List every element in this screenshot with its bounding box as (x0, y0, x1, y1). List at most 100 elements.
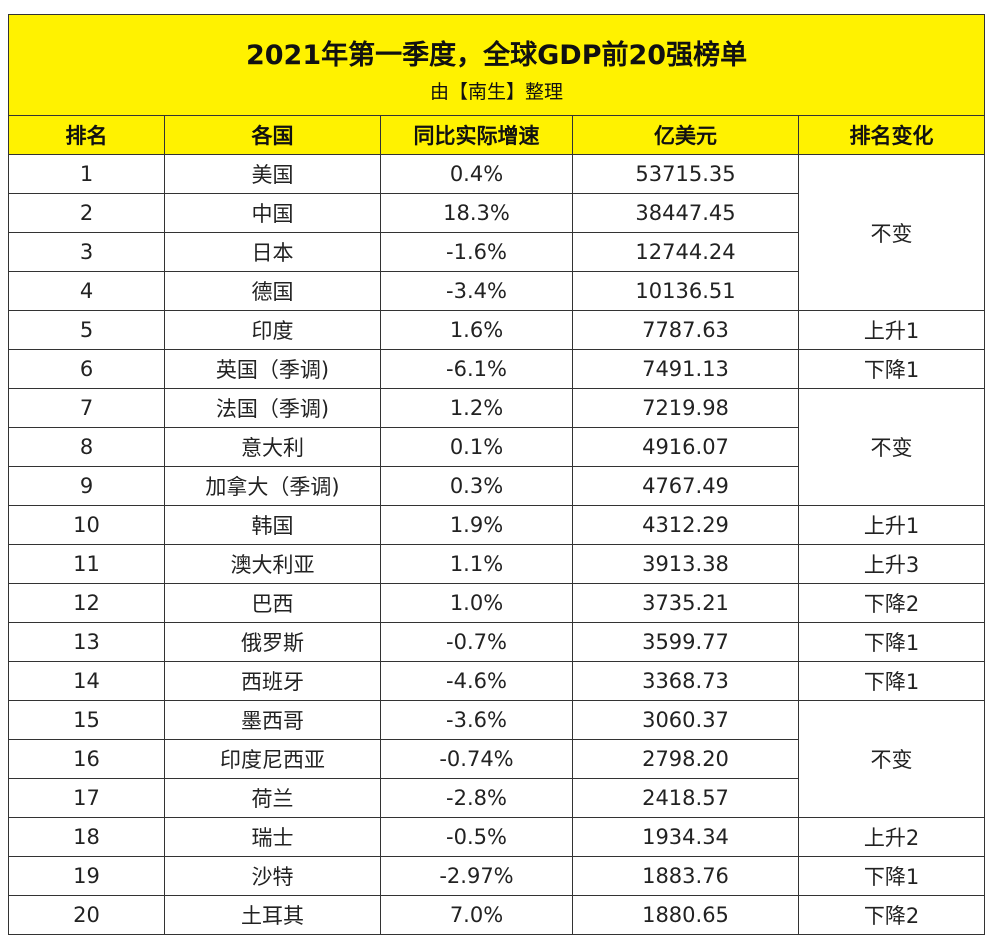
gdp-cell: 3060.37 (572, 700, 799, 740)
country-cell: 英国（季调) (164, 349, 381, 389)
rank-change-cell: 上升1 (797, 505, 986, 545)
country-cell: 德国 (164, 271, 381, 311)
table-row: 8 意大利 0.1% 4916.07 (8, 427, 985, 467)
rank-change-cell: 上升2 (797, 817, 986, 857)
growth-cell: -3.6% (380, 700, 573, 740)
growth-cell: 1.0% (380, 583, 573, 623)
header-gdp: 亿美元 (572, 115, 799, 155)
rank-change-cell: 下降2 (797, 583, 986, 623)
growth-cell: -2.8% (380, 778, 573, 818)
rank-cell: 8 (8, 427, 165, 467)
rank-change-cell: 不变 (797, 154, 986, 311)
table-row: 15 墨西哥 -3.6% 3060.37 不变 (8, 700, 986, 818)
gdp-cell: 4767.49 (572, 466, 799, 506)
rank-cell: 4 (8, 271, 165, 311)
table-title-cell: 2021年第一季度，全球GDP前20强榜单 由【南生】整理 (7, 14, 986, 116)
gdp-cell: 10136.51 (572, 271, 799, 311)
gdp-cell: 3913.38 (572, 544, 799, 584)
growth-cell: 18.3% (380, 193, 573, 233)
rank-cell: 16 (8, 739, 165, 779)
gdp-cell: 53715.35 (572, 154, 799, 194)
table-row: 10 韩国 1.9% 4312.29 上升1 (8, 505, 986, 545)
growth-cell: -0.74% (380, 739, 573, 779)
rank-cell: 17 (8, 778, 165, 818)
rank-cell: 7 (8, 388, 165, 428)
country-cell: 澳大利亚 (164, 544, 381, 584)
country-cell: 俄罗斯 (164, 622, 381, 662)
gdp-cell: 2418.57 (572, 778, 799, 818)
growth-cell: -1.6% (380, 232, 573, 272)
gdp-cell: 4916.07 (572, 427, 799, 467)
country-cell: 法国（季调) (164, 388, 381, 428)
rank-cell: 9 (8, 466, 165, 506)
country-cell: 巴西 (164, 583, 381, 623)
rank-cell: 11 (8, 544, 165, 584)
growth-cell: -0.7% (380, 622, 573, 662)
rank-cell: 18 (8, 817, 165, 857)
table-row: 6 英国（季调) -6.1% 7491.13 下降1 (8, 349, 986, 389)
rank-cell: 6 (8, 349, 165, 389)
growth-cell: -3.4% (380, 271, 573, 311)
gdp-cell: 7787.63 (572, 310, 799, 350)
gdp-cell: 4312.29 (572, 505, 799, 545)
rank-change-cell: 下降1 (797, 622, 986, 662)
growth-cell: 0.3% (380, 466, 573, 506)
growth-cell: 7.0% (380, 895, 573, 935)
gdp-cell: 7219.98 (572, 388, 799, 428)
rank-cell: 19 (8, 856, 165, 896)
table-row: 19 沙特 -2.97% 1883.76 下降1 (8, 856, 986, 896)
rank-change-cell: 不变 (797, 700, 986, 818)
growth-cell: 0.1% (380, 427, 573, 467)
country-cell: 墨西哥 (164, 700, 381, 740)
table-row: 2 中国 18.3% 38447.45 (8, 193, 985, 233)
table-body: 1 美国 0.4% 53715.35 不变 2 中国 18.3% 38447.45 3 日本 -1.6… (8, 154, 986, 935)
table-row: 7 法国（季调) 1.2% 7219.98 不变 (8, 388, 986, 506)
table-subtitle: 由【南生】整理 (430, 81, 564, 103)
rank-cell: 5 (8, 310, 165, 350)
table-row: 11 澳大利亚 1.1% 3913.38 上升3 (8, 544, 986, 584)
header-country: 各国 (164, 115, 381, 155)
table-title: 2021年第一季度，全球GDP前20强榜单 (245, 40, 748, 71)
gdp-ranking-table: 2021年第一季度，全球GDP前20强榜单 由【南生】整理 排名 各国 同比实际… (7, 14, 986, 935)
gdp-cell: 3368.73 (572, 661, 799, 701)
country-cell: 美国 (164, 154, 381, 194)
growth-cell: -0.5% (380, 817, 573, 857)
gdp-cell: 7491.13 (572, 349, 799, 389)
table-row: 18 瑞士 -0.5% 1934.34 上升2 (8, 817, 986, 857)
country-cell: 日本 (164, 232, 381, 272)
gdp-ranking-table-container: 2021年第一季度，全球GDP前20强榜单 由【南生】整理 排名 各国 同比实际… (7, 14, 986, 935)
table-row: 14 西班牙 -4.6% 3368.73 下降1 (8, 661, 986, 701)
rank-change-cell: 下降1 (797, 661, 986, 701)
header-rank-change: 排名变化 (797, 115, 986, 155)
table-row: 13 俄罗斯 -0.7% 3599.77 下降1 (8, 622, 986, 662)
country-cell: 西班牙 (164, 661, 381, 701)
growth-cell: -4.6% (380, 661, 573, 701)
country-cell: 中国 (164, 193, 381, 233)
growth-cell: 1.2% (380, 388, 573, 428)
rank-cell: 14 (8, 661, 165, 701)
country-cell: 荷兰 (164, 778, 381, 818)
rank-cell: 3 (8, 232, 165, 272)
country-cell: 印度 (164, 310, 381, 350)
rank-cell: 13 (8, 622, 165, 662)
table-row: 20 土耳其 7.0% 1880.65 下降2 (8, 895, 986, 935)
header-rank: 排名 (8, 115, 165, 155)
gdp-cell: 2798.20 (572, 739, 799, 779)
gdp-cell: 3735.21 (572, 583, 799, 623)
table-row: 12 巴西 1.0% 3735.21 下降2 (8, 583, 986, 623)
gdp-cell: 3599.77 (572, 622, 799, 662)
growth-cell: -2.97% (380, 856, 573, 896)
header-row: 排名 各国 同比实际增速 亿美元 排名变化 (8, 115, 986, 155)
rank-change-cell: 上升1 (797, 310, 986, 350)
country-cell: 加拿大（季调) (164, 466, 381, 506)
rank-cell: 2 (8, 193, 165, 233)
rank-change-cell: 下降1 (797, 349, 986, 389)
table-row: 5 印度 1.6% 7787.63 上升1 (8, 310, 986, 350)
growth-cell: 1.1% (380, 544, 573, 584)
country-cell: 意大利 (164, 427, 381, 467)
gdp-cell: 38447.45 (572, 193, 799, 233)
header-growth: 同比实际增速 (380, 115, 573, 155)
growth-cell: 1.9% (380, 505, 573, 545)
rank-cell: 20 (8, 895, 165, 935)
growth-cell: -6.1% (380, 349, 573, 389)
